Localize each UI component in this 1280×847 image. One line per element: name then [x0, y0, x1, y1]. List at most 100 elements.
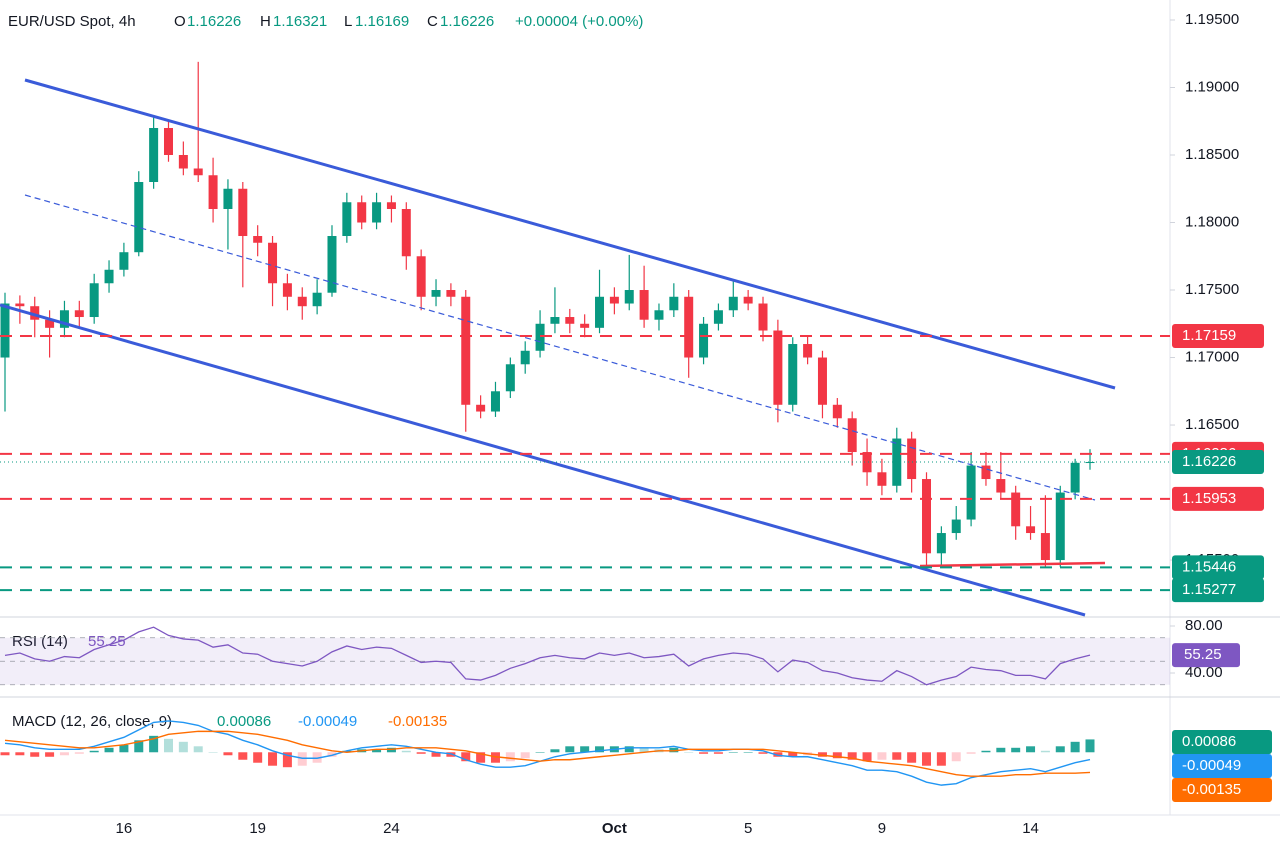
- candle-body: [461, 296, 471, 405]
- candle-body: [862, 452, 872, 473]
- macd-histogram-bar: [74, 752, 84, 754]
- support-line: [919, 561, 1106, 568]
- macd-hist-value: 0.00086: [217, 713, 271, 730]
- candle-body: [981, 465, 991, 480]
- candle-body: [372, 202, 382, 223]
- change-value: +0.00004 (+0.00%): [515, 13, 643, 30]
- macd-badge: [1172, 778, 1272, 802]
- candle-body: [817, 357, 827, 405]
- macd-histogram-bar: [59, 752, 69, 756]
- x-tick-label: 14: [1022, 820, 1039, 837]
- ohlc-label: O: [174, 13, 186, 30]
- level-badge: [1172, 324, 1264, 349]
- candle-body: [996, 479, 1006, 493]
- macd-histogram-bar: [386, 747, 396, 753]
- candle-body: [386, 202, 396, 210]
- macd-histogram-bar: [684, 752, 694, 753]
- macd-histogram-bar: [476, 752, 486, 763]
- candle-body: [312, 292, 322, 307]
- candle-body: [89, 283, 99, 318]
- candle-body: [505, 364, 515, 392]
- candle-body: [535, 323, 545, 351]
- macd-histogram-bar: [728, 752, 738, 753]
- channel-upper: [24, 78, 1116, 390]
- macd-histogram-bar: [268, 752, 278, 766]
- macd-histogram-bar: [104, 747, 114, 753]
- macd-histogram-bar: [30, 752, 40, 757]
- rsi-value: 55.25: [88, 633, 126, 650]
- candle-body: [520, 350, 530, 365]
- level-label: 1.15953: [1182, 490, 1236, 507]
- macd-histogram-bar: [743, 752, 753, 753]
- candle-body: [922, 479, 932, 554]
- candle-body: [74, 310, 84, 318]
- candle-body: [357, 202, 367, 223]
- macd-histogram-bar: [238, 752, 248, 760]
- candle-body: [609, 296, 619, 304]
- candle-body: [966, 465, 976, 520]
- macd-histogram-bar: [45, 752, 55, 757]
- candle-body: [431, 290, 441, 297]
- candle-body: [788, 344, 798, 405]
- macd-title: MACD (12, 26, close, 9): [12, 713, 172, 730]
- candle-body: [238, 188, 248, 237]
- candle-body: [1026, 526, 1036, 534]
- signal-line: [4, 730, 1091, 777]
- macd-badge-label: -0.00135: [1182, 781, 1241, 798]
- macd-histogram-bar: [758, 752, 768, 754]
- macd-histogram-bar: [163, 738, 173, 753]
- candle-body: [30, 306, 40, 320]
- chart-title: EUR/USD Spot, 4h: [8, 13, 136, 30]
- macd-histogram-bar: [1011, 747, 1021, 753]
- candle-body: [149, 127, 159, 183]
- candle-body: [253, 236, 263, 243]
- macd-histogram-bar: [505, 752, 515, 762]
- ohlc-label: H: [260, 13, 271, 30]
- x-tick-label: Oct: [602, 820, 627, 837]
- macd-histogram-bar: [520, 752, 530, 759]
- candle-body: [490, 391, 500, 412]
- candle-body: [565, 317, 575, 324]
- macd-histogram-bar: [372, 749, 382, 753]
- channel-lower: [0, 303, 1086, 617]
- candle-body: [699, 323, 709, 358]
- y-tick-label: 1.17500: [1185, 281, 1239, 298]
- candle-body: [1055, 492, 1065, 561]
- candle-body: [342, 202, 352, 237]
- candle-body: [104, 269, 114, 284]
- macd-histogram-bar: [951, 752, 961, 762]
- macd-histogram-bar: [817, 752, 827, 757]
- rsi-badge: [1172, 643, 1240, 668]
- x-tick-label: 5: [744, 820, 752, 837]
- macd-histogram-bar: [0, 752, 10, 756]
- macd-badge: [1172, 754, 1272, 778]
- macd-histogram-bar: [15, 752, 25, 756]
- candle-body: [1085, 462, 1095, 464]
- candle-body: [223, 188, 233, 210]
- macd-histogram-bar: [401, 750, 411, 753]
- candle-body: [713, 310, 723, 324]
- macd-histogram-bar: [892, 752, 902, 760]
- macd-histogram-bar: [639, 747, 649, 753]
- macd-histogram-bar: [253, 752, 263, 763]
- level-badge: [1172, 578, 1264, 603]
- macd-badge-label: -0.00049: [1182, 757, 1241, 774]
- macd-histogram-bar: [312, 752, 322, 763]
- y-tick-label: 1.18500: [1185, 146, 1239, 163]
- macd-histogram-bar: [431, 752, 441, 757]
- high-value: 1.16321: [273, 13, 327, 30]
- macd-histogram-bar: [713, 752, 723, 754]
- x-tick-label: 16: [116, 820, 133, 837]
- rsi-tick-label: 80.00: [1185, 617, 1223, 634]
- macd-histogram-bar: [89, 750, 99, 753]
- candle-body: [684, 296, 694, 358]
- y-tick-label: 1.19500: [1185, 11, 1239, 28]
- candle-body: [743, 296, 753, 304]
- candle-body: [119, 252, 129, 270]
- macd-histogram-bar: [490, 752, 500, 763]
- candle-body: [951, 519, 961, 534]
- macd-histogram-bar: [208, 752, 218, 753]
- candle-body: [580, 323, 590, 328]
